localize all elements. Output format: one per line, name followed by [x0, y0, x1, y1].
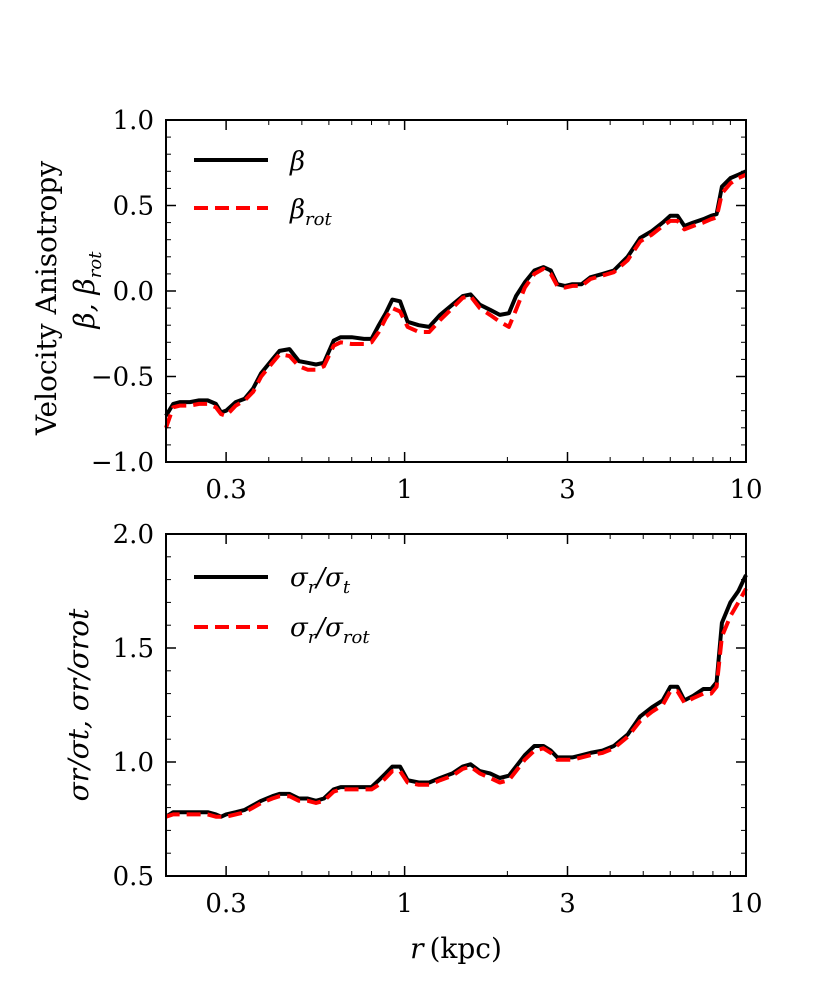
top-series-lines	[164, 169, 747, 429]
top-ytick-label: 0.0	[113, 277, 154, 307]
bottom-xtick-label: 1	[396, 889, 413, 919]
top-ytick-label: 1.0	[113, 106, 154, 136]
top-ytick-label: −1.0	[91, 448, 154, 478]
bottom-legend-label-sigma-rot: σr/σrot	[290, 613, 370, 648]
top-axes-frame	[165, 119, 747, 463]
bottom-ytick-label: 1.5	[113, 634, 154, 664]
bottom-ytick-label: 1.0	[113, 748, 154, 778]
bottom-legend-label-sigma-t: σr/σt	[290, 563, 351, 598]
bottom-xtick-label: 0.3	[205, 889, 246, 919]
top-xtick-label: 10	[729, 475, 762, 505]
bottom-series-line-0	[164, 574, 748, 819]
top-legend: β βrot	[194, 147, 332, 230]
bottom-xtick-label: 10	[729, 889, 762, 919]
top-legend-label-beta-rot: βrot	[289, 195, 332, 230]
bottom-xtick-label: 3	[559, 889, 576, 919]
top-ylabel-line1: Velocity Anisotropy	[30, 161, 63, 436]
bottom-legend: σr/σt σr/σrot	[194, 563, 370, 648]
bottom-ytick-label: 0.5	[113, 862, 154, 892]
top-axis-ticks: 0.3 1 3 10 −1.0 −0.5 0.0 0.5 1.0	[91, 106, 763, 505]
bottom-axes-frame	[165, 533, 747, 877]
top-ytick-label: 0.5	[113, 192, 154, 222]
bottom-xlabel: r (kpc)	[410, 932, 502, 965]
top-ytick-label: −0.5	[91, 363, 154, 393]
panel-dispersion-ratio: 0.3 1 3 10 0.5 1.0 1.5 2.0 σr/σt, σr/σrot r (kpc…	[62, 520, 763, 965]
bottom-ytick-label: 2.0	[113, 520, 154, 550]
top-xtick-label: 1	[396, 475, 413, 505]
top-series-line-1	[164, 172, 747, 429]
bottom-series-lines	[164, 574, 748, 819]
top-xtick-label: 0.3	[205, 475, 246, 505]
bottom-series-line-1	[165, 587, 748, 819]
top-legend-label-beta: β	[289, 147, 305, 177]
bottom-ylabel: σr/σt, σr/σrot	[62, 608, 95, 801]
top-xtick-label: 3	[559, 475, 576, 505]
panel-velocity-anisotropy: 0.3 1 3 10 −1.0 −0.5 0.0 0.5 1.0 Velocity Anisot…	[30, 106, 763, 505]
top-ylabel-line2: β, βrot	[68, 251, 106, 330]
